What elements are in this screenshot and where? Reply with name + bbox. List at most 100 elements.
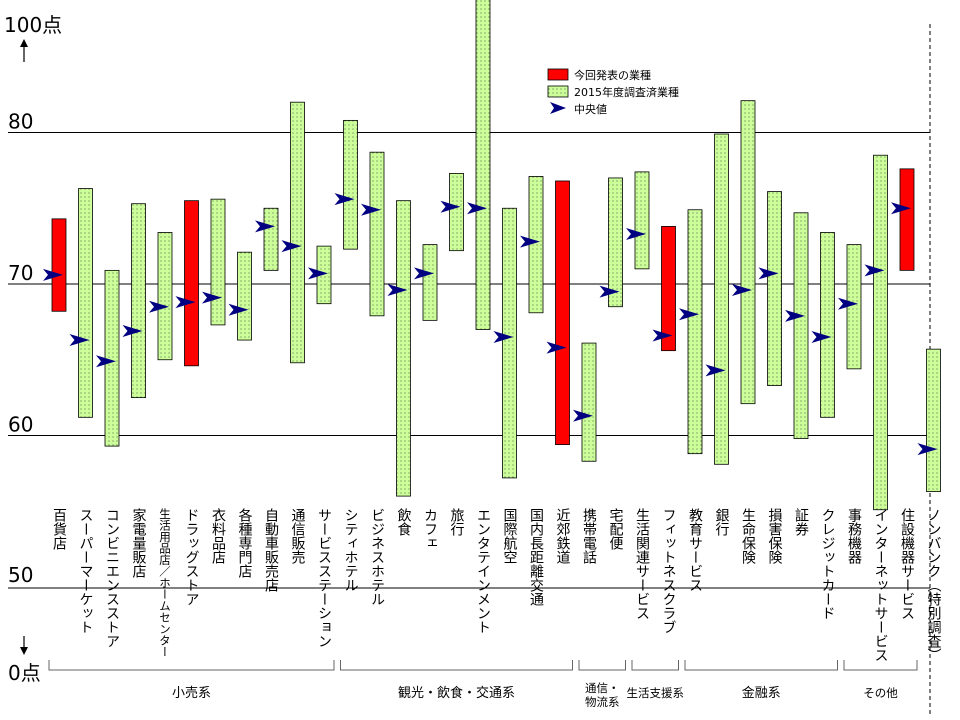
range-bar [714,133,729,465]
range-bar [767,191,782,386]
range-bar [634,171,650,270]
category-label: 住設機器サービス [899,508,915,620]
range-bar [51,218,67,312]
group-label: 通信・物流系 [585,681,620,709]
range-bar [369,151,385,317]
y-break-label: 50 [8,563,33,587]
y-tick-label: 70 [8,261,33,285]
category-label: 国内長距離交通 [528,508,544,607]
group-bracket [631,660,679,671]
range-bar [237,251,252,341]
legend: 今回発表の業種 2015年度調査済業種 中央値 [547,68,679,116]
category-label: 銀行 [714,508,730,537]
group-bracket [843,660,918,671]
group-label: 生活支援系 [627,686,685,700]
category-label: 近郊鉄道 [555,508,571,565]
median-marker [546,341,567,354]
range-bar [210,198,226,326]
range-bar [131,203,146,399]
category-label: ノンバンク（特別調査） [926,508,942,662]
median-marker [308,267,328,280]
median-marker [864,264,885,277]
category-label: 宅配便 [608,508,624,551]
y-tick-label: 80 [8,110,33,134]
range-bar [104,269,120,447]
range-bar [846,244,862,370]
median-marker [493,331,514,344]
category-label: 損害保険 [767,508,783,564]
range-bar [926,348,941,492]
range-bar [740,100,756,405]
median-marker [387,284,408,297]
category-label: サービスステーション [316,508,332,648]
group-bracket [340,660,573,671]
median-marker [732,284,752,297]
category-label: 携帯電話 [581,508,597,564]
median-marker [573,409,593,422]
median-marker [43,268,63,281]
y-up-arrowhead-icon [20,39,28,47]
median-marker [361,203,381,216]
group-label: 小売系 [172,685,211,701]
y-tick-label: 60 [8,413,33,437]
range-bar [422,244,438,321]
category-label: シティホテル [343,508,359,592]
median-marker [228,303,249,316]
category-label: スーパーマーケット [78,508,94,634]
range-bar [608,177,623,308]
median-marker [811,331,832,344]
range-bar [820,232,835,418]
category-label: コンビニエンスストア [104,508,120,648]
category-label: 飲食 [396,508,412,536]
range-bar [793,212,809,439]
category-label: 生活用品店／ホームセンター [158,507,172,657]
category-label: エンタテインメント [475,508,491,634]
range-bar [687,209,703,455]
category-label: ビジネスホテル [369,508,385,606]
median-marker [652,329,673,342]
group-label: その他 [863,686,898,700]
range-bar [157,232,173,361]
category-label: 自動車販売店 [263,508,279,592]
category-label: クレジットカード [820,508,836,620]
range-bar [449,173,464,252]
category-label: 各種専門店 [237,508,253,578]
median-marker [520,235,540,248]
median-marker [785,309,805,322]
median-marker [96,355,116,368]
group-bracket [578,660,626,671]
range-bar [78,188,93,418]
range-bar [581,342,597,462]
category-label: 生命保険 [740,508,756,564]
legend-label-past: 2015年度調査済業種 [574,85,679,99]
range-bar [899,168,915,271]
category-label: カフェ [422,508,438,550]
range-bar [184,200,199,367]
range-bar [555,180,570,445]
category-label: 事務機器 [846,508,862,564]
range-bar [873,154,888,511]
category-label: 証券 [793,508,809,537]
y-down-arrowhead-icon [20,647,28,655]
range-bar [290,101,305,364]
y-top-label: 100点 [4,13,62,37]
range-bar [661,226,676,352]
median-marker [255,220,275,233]
category-label: 家電量販店 [131,507,147,578]
category-label: 国際航空 [502,508,518,564]
median-marker [467,202,487,215]
legend-median-marker-icon [550,102,566,114]
median-marker [758,267,779,280]
median-marker [705,364,726,377]
category-label: 通信販売 [290,508,306,565]
category-label: 衣料品店 [210,508,226,564]
median-marker [281,240,302,253]
median-marker [202,291,222,304]
median-marker [626,228,646,241]
category-label: インターネットサービス [873,508,889,662]
group-label: 金融系 [742,685,781,701]
group-label: 観光・飲食・交通系 [398,685,515,701]
legend-label-median: 中央値 [574,103,607,116]
group-bracket [48,660,335,671]
